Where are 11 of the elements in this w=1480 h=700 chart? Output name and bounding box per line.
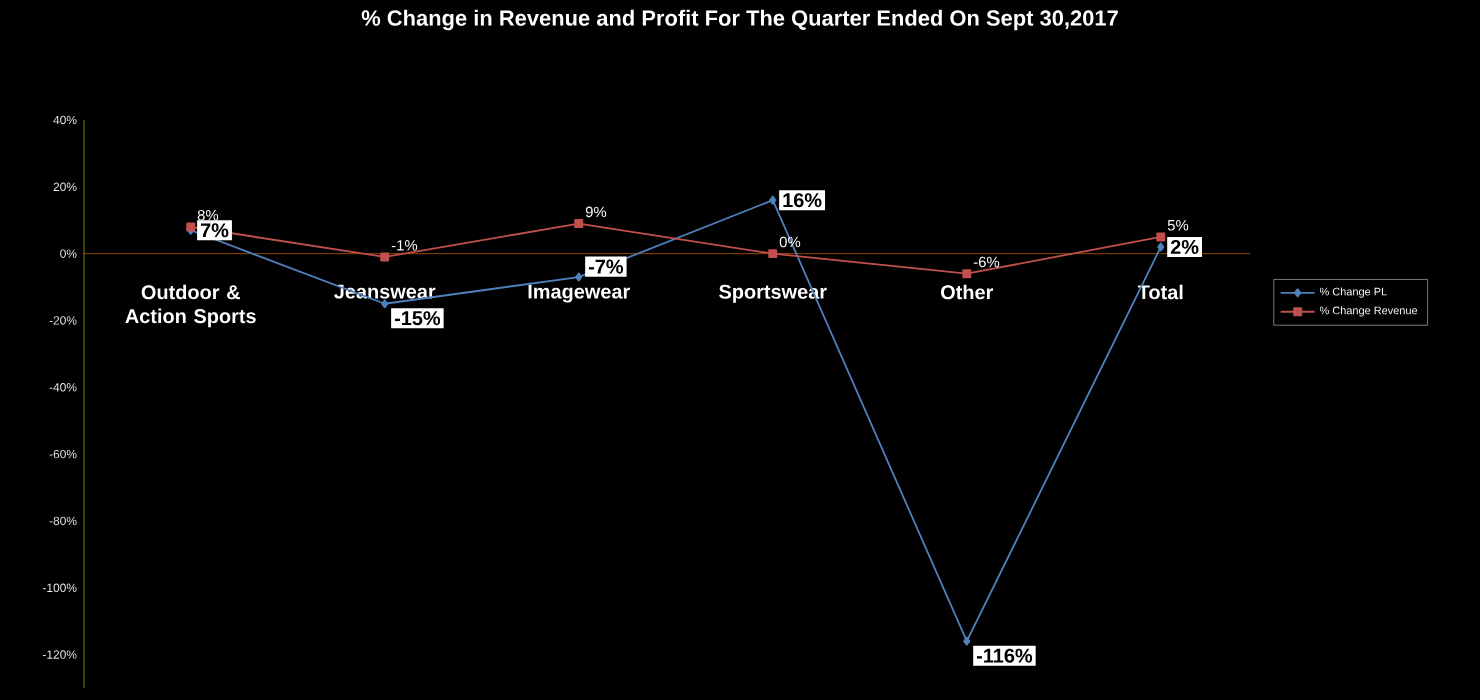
data-label: -116% xyxy=(976,648,1033,663)
data-label: -15% xyxy=(394,311,441,326)
data-label: 2% xyxy=(1170,239,1199,254)
data-label: -7% xyxy=(588,259,624,274)
x-tick-label: Outdoor & Action Sports xyxy=(125,284,256,328)
x-tick-label: Other xyxy=(941,284,994,300)
data-label: 16% xyxy=(783,193,822,208)
chart-title: % Change in Revenue and Profit For The Quarter Ended On Sept 30,2017 xyxy=(361,9,1118,31)
x-tick-label: Imagewear xyxy=(528,284,630,303)
x-tick-label: Total xyxy=(1137,284,1183,300)
data-label: 7% xyxy=(200,223,229,238)
